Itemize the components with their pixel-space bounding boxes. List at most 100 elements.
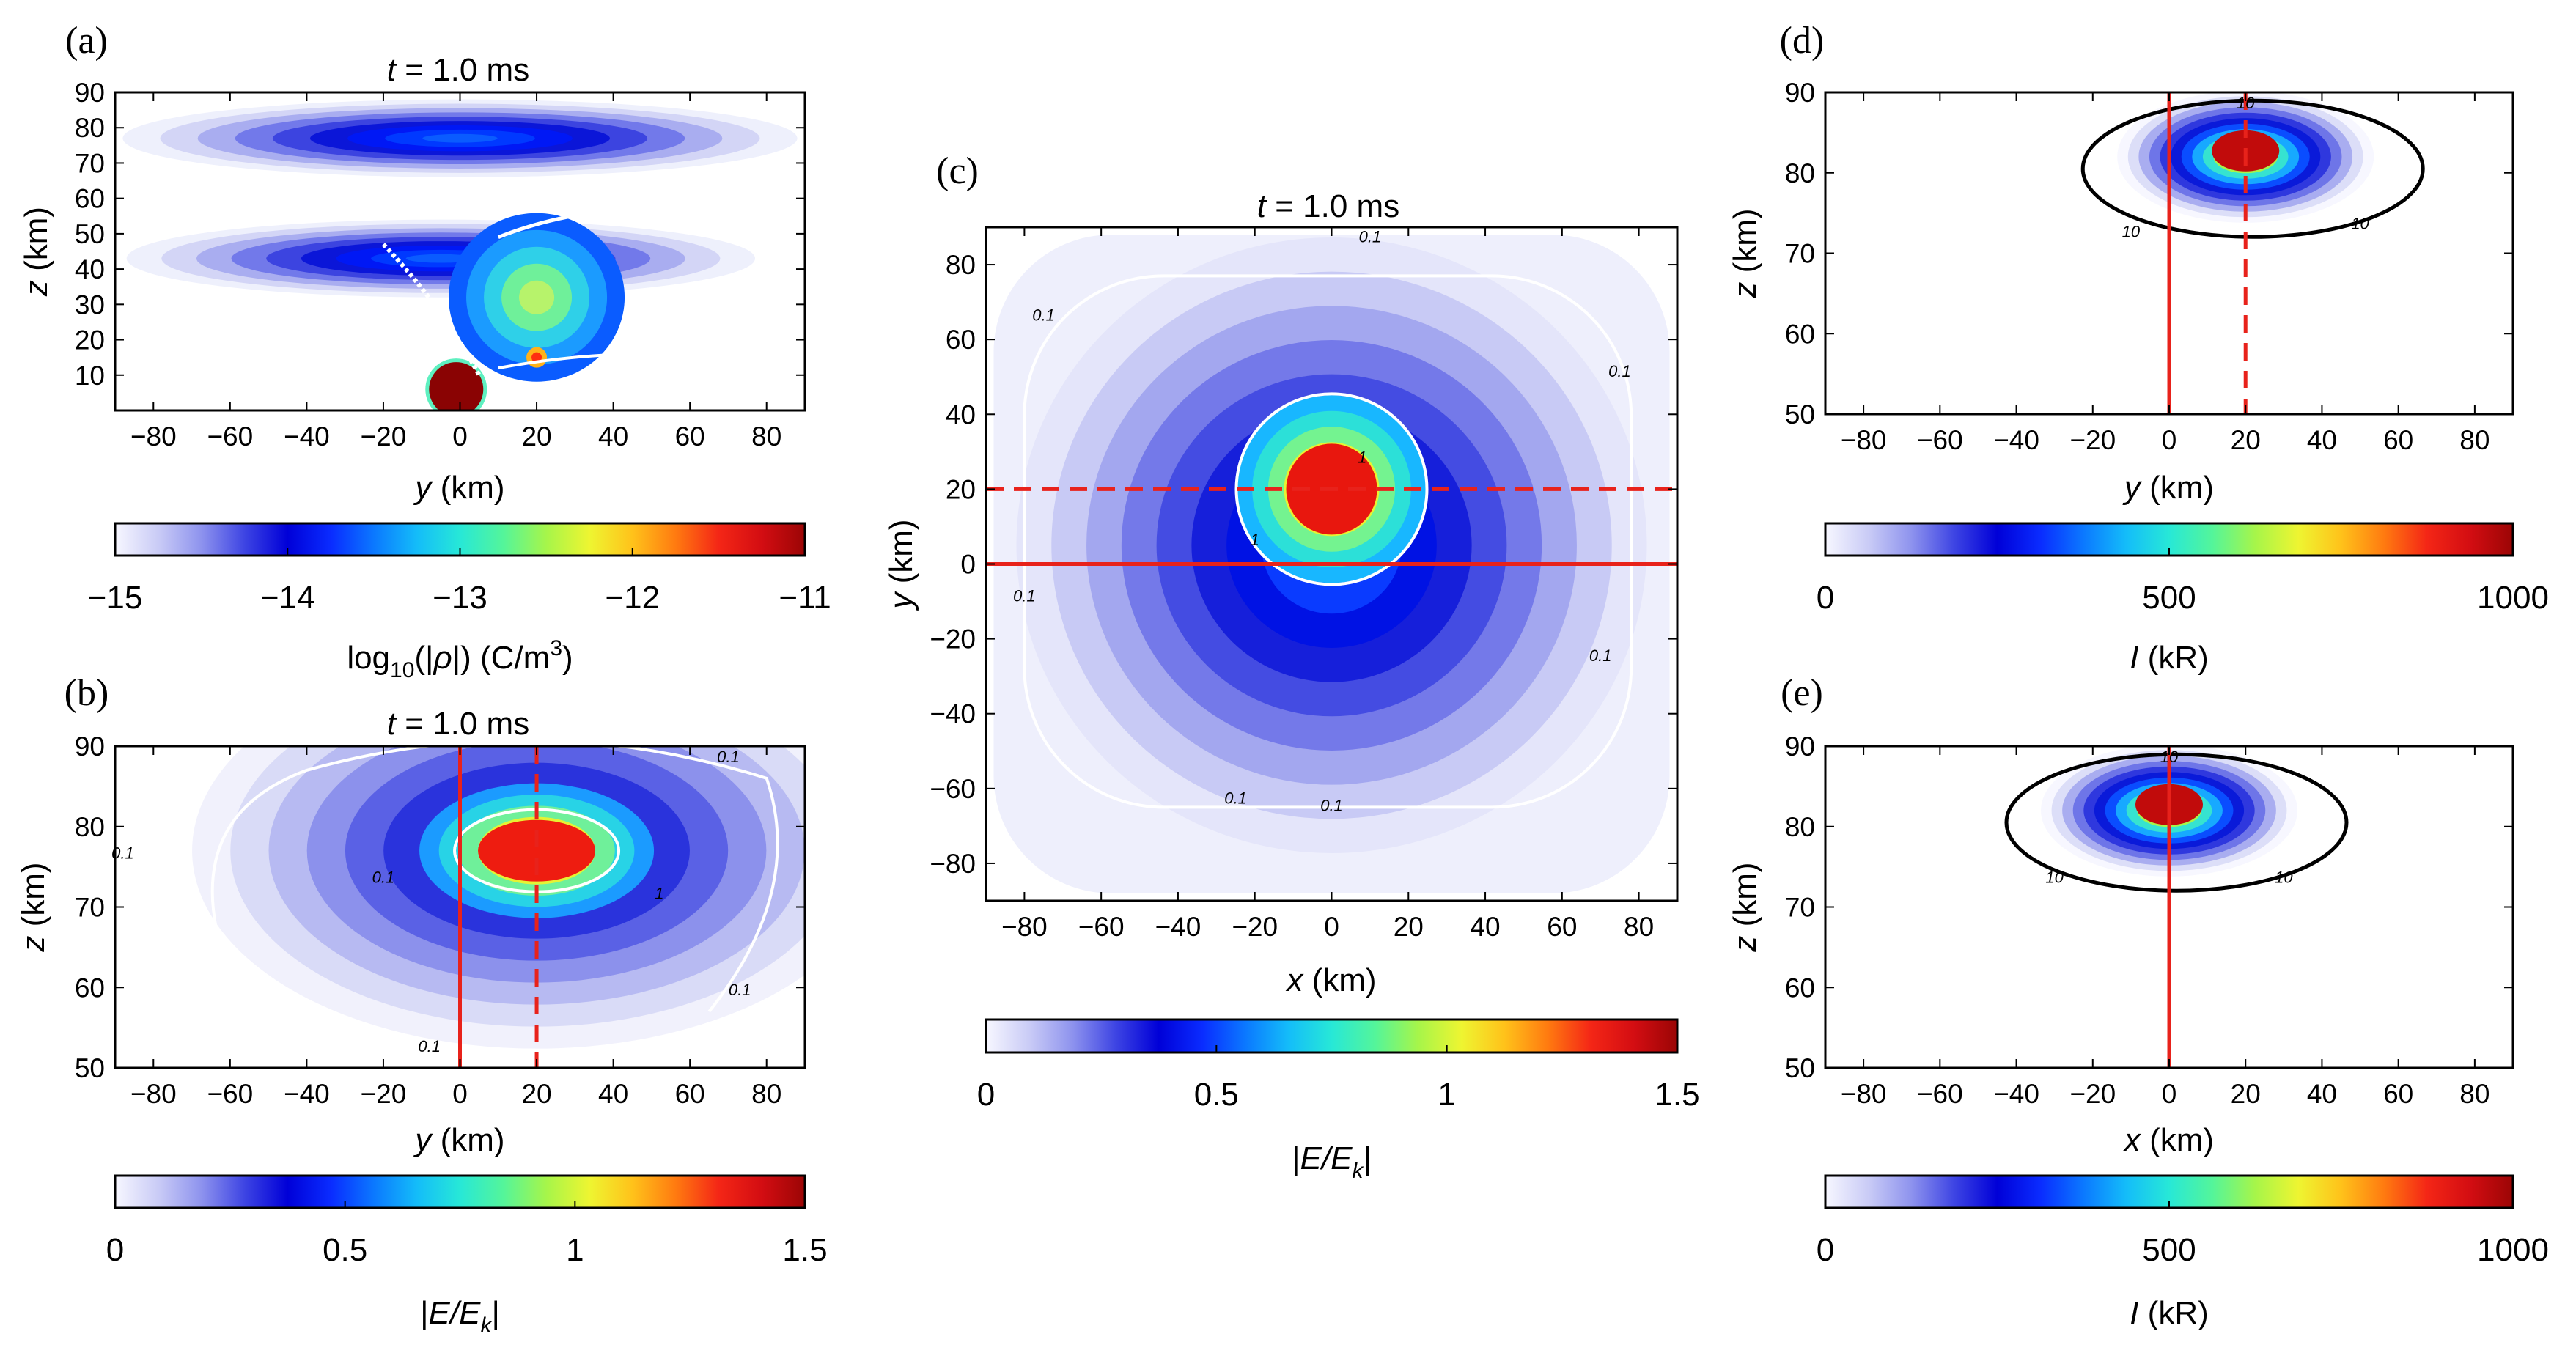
x-tick-label: −20 (2069, 1079, 2116, 1109)
colorbar-tick-label: 0 (977, 1077, 995, 1113)
colorbar-tick-label: 1 (566, 1232, 584, 1268)
separatrix (498, 352, 787, 370)
x-tick-label: 60 (675, 421, 705, 451)
colorbar-tick-label: −13 (433, 580, 487, 616)
contour-label: 0.1 (418, 1037, 441, 1055)
x-axis-label: y (km) (2122, 470, 2214, 506)
contour-label: 10 (2351, 215, 2369, 233)
y-tick-label: 60 (1785, 319, 1815, 349)
x-tick-label: −60 (207, 421, 253, 451)
panel-letter: (c) (936, 150, 979, 192)
y-tick-label: −40 (930, 699, 976, 729)
y-tick-label: 50 (75, 219, 105, 249)
y-tick-label: 80 (1785, 158, 1815, 188)
colorbar-tick-label: 0 (106, 1232, 124, 1268)
y-tick-label: 70 (1785, 893, 1815, 923)
x-tick-label: 60 (1547, 912, 1577, 942)
x-tick-label: −20 (361, 1079, 407, 1109)
y-tick-label: 80 (1785, 812, 1815, 842)
x-tick-label: 60 (2383, 1079, 2413, 1109)
colorbar-tick-label: −11 (779, 580, 831, 616)
panel-letter: (b) (65, 672, 109, 714)
x-tick-label: 80 (2459, 1079, 2489, 1109)
x-tick-label: −80 (1001, 912, 1048, 942)
contour-label: 10 (2045, 869, 2064, 887)
colorbar-tick-label: 1000 (2477, 580, 2549, 616)
x-tick-label: 60 (2383, 425, 2413, 455)
core (429, 362, 484, 410)
y-tick-label: 90 (1785, 731, 1815, 762)
colorbar-tick-label: 0.5 (323, 1232, 367, 1268)
x-tick-label: 40 (2307, 425, 2337, 455)
band-level (422, 133, 498, 143)
y-tick-label: 90 (1785, 78, 1815, 108)
contour-label: 0.1 (729, 981, 751, 999)
y-axis-label: z (km) (1727, 862, 1763, 952)
colorbar-tick-label: 500 (2142, 580, 2196, 616)
x-tick-label: 60 (675, 1079, 705, 1109)
y-axis-label: z (km) (18, 207, 54, 297)
contour-label: 1 (1358, 449, 1366, 467)
y-axis-label: y (km) (883, 519, 919, 611)
x-tick-label: −60 (207, 1079, 253, 1109)
contour-10 (2080, 98, 2425, 239)
y-tick-label: 40 (75, 254, 105, 284)
colorbar-tick-label: 1000 (2477, 1232, 2549, 1268)
panel-letter: (d) (1780, 20, 1825, 62)
y-tick-label: −20 (930, 624, 976, 655)
panel-c: (c) 0.1 1 1 0.1 0.1 0.1 0.1 0.1 0.1 −80 −60 −40 −20 0 2… (883, 150, 1700, 1183)
contour-label: 0.1 (1359, 227, 1382, 246)
colorbar-label: log10(|ρ|) (C/m3) (347, 636, 573, 682)
x-axis-label: x (km) (2123, 1122, 2214, 1158)
y-tick-label: 80 (75, 113, 105, 143)
y-tick-label: 60 (1785, 973, 1815, 1003)
colorbar-label: |E/Ek| (420, 1295, 500, 1338)
colorbar-tick-label: −15 (88, 580, 143, 616)
y-tick-label: 90 (75, 731, 105, 762)
x-tick-label: 0 (1324, 912, 1339, 942)
x-tick-label: −20 (361, 421, 407, 451)
contour-0.1 (210, 746, 779, 1021)
x-tick-label: 40 (598, 1079, 628, 1109)
panel-a: (a) −80 −60 −40 −20 0 20 40 60 80 10 20 30 40 50 60 70 80… (18, 20, 831, 682)
contour-label: 0.1 (1032, 306, 1055, 325)
x-tick-label: 80 (751, 1079, 781, 1109)
y-tick-label: 30 (75, 290, 105, 320)
y-tick-label: 60 (75, 184, 105, 214)
contour-label: 0.1 (1013, 587, 1036, 605)
y-tick-label: 20 (946, 474, 976, 504)
panel-b: (b)0.10.10.110.10.1−80 −60 −40 −20 0 20 40 60 80… (15, 672, 828, 1338)
x-tick-label: −20 (1232, 912, 1278, 942)
contour-label: 10 (2275, 869, 2293, 887)
colorbar-tick-label: −14 (260, 580, 315, 616)
x-tick-label: −40 (1993, 1079, 2039, 1109)
x-tick-label: 20 (2231, 425, 2261, 455)
colorbar-tick-label: 1.5 (1655, 1077, 1699, 1113)
x-tick-label: 20 (2231, 1079, 2261, 1109)
x-tick-label: −80 (1841, 425, 1887, 455)
x-tick-label: −60 (1917, 425, 1963, 455)
x-axis-label: x (km) (1285, 962, 1376, 998)
contour-label: 0.1 (372, 869, 395, 887)
colorbar-label: |E/Ek| (1292, 1140, 1372, 1183)
contour-label: 1 (1251, 531, 1259, 549)
y-tick-label: 70 (75, 148, 105, 178)
contour-label: 0.1 (717, 748, 740, 766)
contour-10 (2004, 752, 2349, 893)
peak (478, 819, 596, 882)
y-tick-label: 80 (75, 812, 105, 842)
y-tick-label: 70 (1785, 239, 1815, 269)
colorbar-tick-label: 500 (2142, 1232, 2196, 1268)
y-tick-label: 70 (75, 893, 105, 923)
panel-title: t = 1.0 ms (1257, 188, 1399, 224)
x-axis-label: y (km) (413, 470, 504, 506)
colorbar (114, 1174, 806, 1209)
contour-label: 0.1 (1608, 362, 1631, 380)
x-tick-label: 20 (1394, 912, 1424, 942)
x-tick-label: −80 (1841, 1079, 1887, 1109)
x-tick-label: −60 (1917, 1079, 1963, 1109)
x-tick-label: −20 (2069, 425, 2116, 455)
y-axis-label: z (km) (1727, 208, 1763, 298)
x-tick-label: −40 (1993, 425, 2039, 455)
